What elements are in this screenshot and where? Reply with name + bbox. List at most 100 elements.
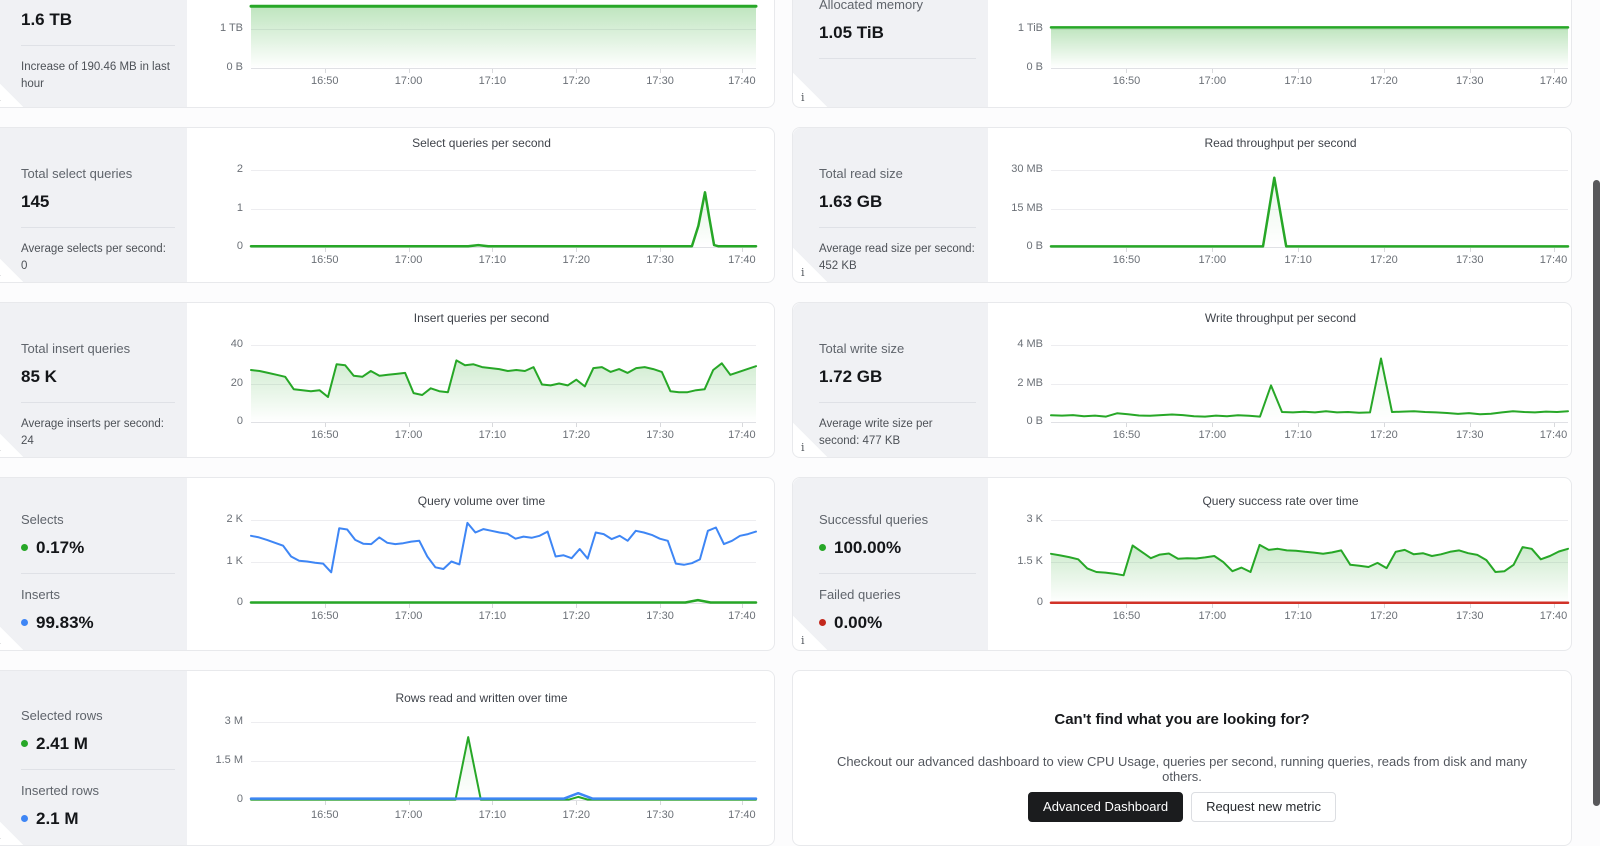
stat-value-text: 0.17% xyxy=(36,538,85,557)
gridline xyxy=(251,170,756,171)
advanced-dashboard-button[interactable]: Advanced Dashboard xyxy=(1028,792,1184,822)
insert_qps-area xyxy=(251,360,756,422)
x-tick-mark xyxy=(408,248,410,252)
write_throughput_mb-area xyxy=(1051,358,1568,422)
stats-panel: Selected rows 2.41 M Inserted rows 2.1 M i xyxy=(0,671,187,845)
x-axis-label: 17:40 xyxy=(728,429,756,441)
write-size-card: Total write size 1.72 GB Average write siz… xyxy=(792,302,1572,458)
x-tick-mark xyxy=(324,801,326,805)
info-icon[interactable]: i xyxy=(0,266,1,279)
x-tick-mark xyxy=(576,423,578,427)
corner-fold xyxy=(793,248,827,282)
gridline xyxy=(1051,345,1568,346)
stat-label: Total insert queries xyxy=(21,341,131,356)
x-axis-label: 16:50 xyxy=(310,75,339,87)
chart-plot xyxy=(1049,543,1570,605)
stat-value: 0.00% xyxy=(819,612,976,633)
x-axis-label: 17:30 xyxy=(1456,429,1484,441)
stats-panel: Total select queries 145 Average selects p… xyxy=(0,128,187,282)
stat-caption: Average selects per second: 0 xyxy=(21,243,166,272)
info-icon[interactable]: i xyxy=(0,441,1,454)
gridline xyxy=(251,208,756,210)
x-tick-mark xyxy=(1212,604,1214,608)
vertical-scrollbar-thumb[interactable] xyxy=(1593,180,1600,806)
chart-plot xyxy=(1049,26,1570,68)
x-axis-label: 16:50 xyxy=(1112,254,1141,266)
gridline xyxy=(1051,422,1568,423)
stat-value: 1.72 GB xyxy=(819,366,976,387)
successful_k-line xyxy=(1050,543,1569,577)
x-tick-mark xyxy=(324,423,326,427)
divider xyxy=(21,402,175,403)
x-axis-label: 17:30 xyxy=(646,809,674,821)
request-new-metric-button[interactable]: Request new metric xyxy=(1191,792,1336,822)
y-axis-label: 0 xyxy=(236,415,243,427)
x-axis-label: 17:00 xyxy=(394,610,423,622)
chart-plot xyxy=(249,521,758,604)
corner-fold xyxy=(0,811,23,845)
x-tick-mark xyxy=(1383,69,1385,73)
stat-caption: Increase of 190.46 MB in last hour xyxy=(21,61,170,90)
stat-value-text: 1.05 TiB xyxy=(819,23,884,42)
gridline xyxy=(1051,170,1568,171)
stat-value: 99.83% xyxy=(21,612,175,633)
info-icon[interactable]: i xyxy=(801,441,805,454)
stat-value-text: 1.63 GB xyxy=(819,192,883,211)
y-axis-label: 4 MB xyxy=(1017,338,1043,350)
info-icon[interactable]: i xyxy=(0,634,1,647)
stats-panel: Total insert queries 85 K Average inserts … xyxy=(0,303,187,457)
query-volume-card: Selects 0.17% Inserts 99.83% i Query volume o… xyxy=(0,477,775,651)
rows_read_m-area xyxy=(251,737,756,800)
info-icon[interactable]: i xyxy=(801,634,805,647)
stat-label: Inserted rows xyxy=(21,783,100,798)
x-tick-mark xyxy=(492,69,494,73)
x-axis-label: 16:50 xyxy=(310,610,339,622)
x-axis-label: 17:30 xyxy=(1456,610,1484,622)
read-size-card: Total read size 1.63 GB Average read size … xyxy=(792,127,1572,283)
y-axis-label: 2 MB xyxy=(1017,376,1043,389)
stat-value: 100.00% xyxy=(819,537,976,558)
storage-card: 1.6 TB Increase of 190.46 MB in last hour… xyxy=(0,0,775,108)
y-axis-label: 0 B xyxy=(1026,240,1043,252)
y-axis-label: 3 M xyxy=(224,715,243,727)
stats-panel: Successful queries 100.00% Failed queries 0… xyxy=(793,478,988,650)
stat-value-text: 2.41 M xyxy=(36,734,88,753)
y-axis-label: 1.5 M xyxy=(215,754,243,766)
gridline xyxy=(251,520,756,521)
divider xyxy=(21,769,175,770)
gridline xyxy=(1051,383,1568,385)
x-tick-mark xyxy=(1469,69,1471,73)
x-tick-mark xyxy=(660,423,662,427)
promo-heading: Can't find what you are looking for? xyxy=(1054,711,1310,728)
selects_k-line xyxy=(250,521,757,574)
info-icon[interactable]: i xyxy=(0,91,1,104)
info-icon[interactable]: i xyxy=(801,91,805,104)
x-tick-mark xyxy=(1212,69,1214,73)
x-axis-label: 17:10 xyxy=(1284,429,1312,441)
y-axis-label: 0 xyxy=(236,596,243,608)
x-tick-mark xyxy=(1298,248,1300,252)
stat-label: Failed queries xyxy=(819,587,901,602)
x-tick-mark xyxy=(741,248,743,252)
x-tick-mark xyxy=(408,423,410,427)
corner-fold xyxy=(793,73,827,107)
promo-card: Can't find what you are looking for? Che… xyxy=(792,670,1572,846)
series-color-dot xyxy=(21,619,28,626)
y-axis-label: 2 K xyxy=(226,513,243,525)
info-icon[interactable]: i xyxy=(801,266,805,279)
x-axis-label: 17:00 xyxy=(394,809,423,821)
x-axis-label: 17:20 xyxy=(562,254,590,266)
divider xyxy=(21,227,175,228)
insert-queries-card: Total insert queries 85 K Average inserts … xyxy=(0,302,775,458)
x-tick-mark xyxy=(741,69,743,73)
y-axis-label: 0 xyxy=(236,793,243,805)
stat-label: Total select queries xyxy=(21,166,133,181)
query-success-card: Successful queries 100.00% Failed queries 0… xyxy=(792,477,1572,651)
x-axis-label: 17:10 xyxy=(478,429,507,441)
read_throughput_mb-area xyxy=(1051,177,1568,247)
gridline xyxy=(1051,208,1568,210)
x-axis-label: 17:10 xyxy=(478,809,507,821)
gridline xyxy=(1051,68,1568,69)
info-icon[interactable]: i xyxy=(0,829,1,842)
select_qps-area xyxy=(251,192,756,247)
